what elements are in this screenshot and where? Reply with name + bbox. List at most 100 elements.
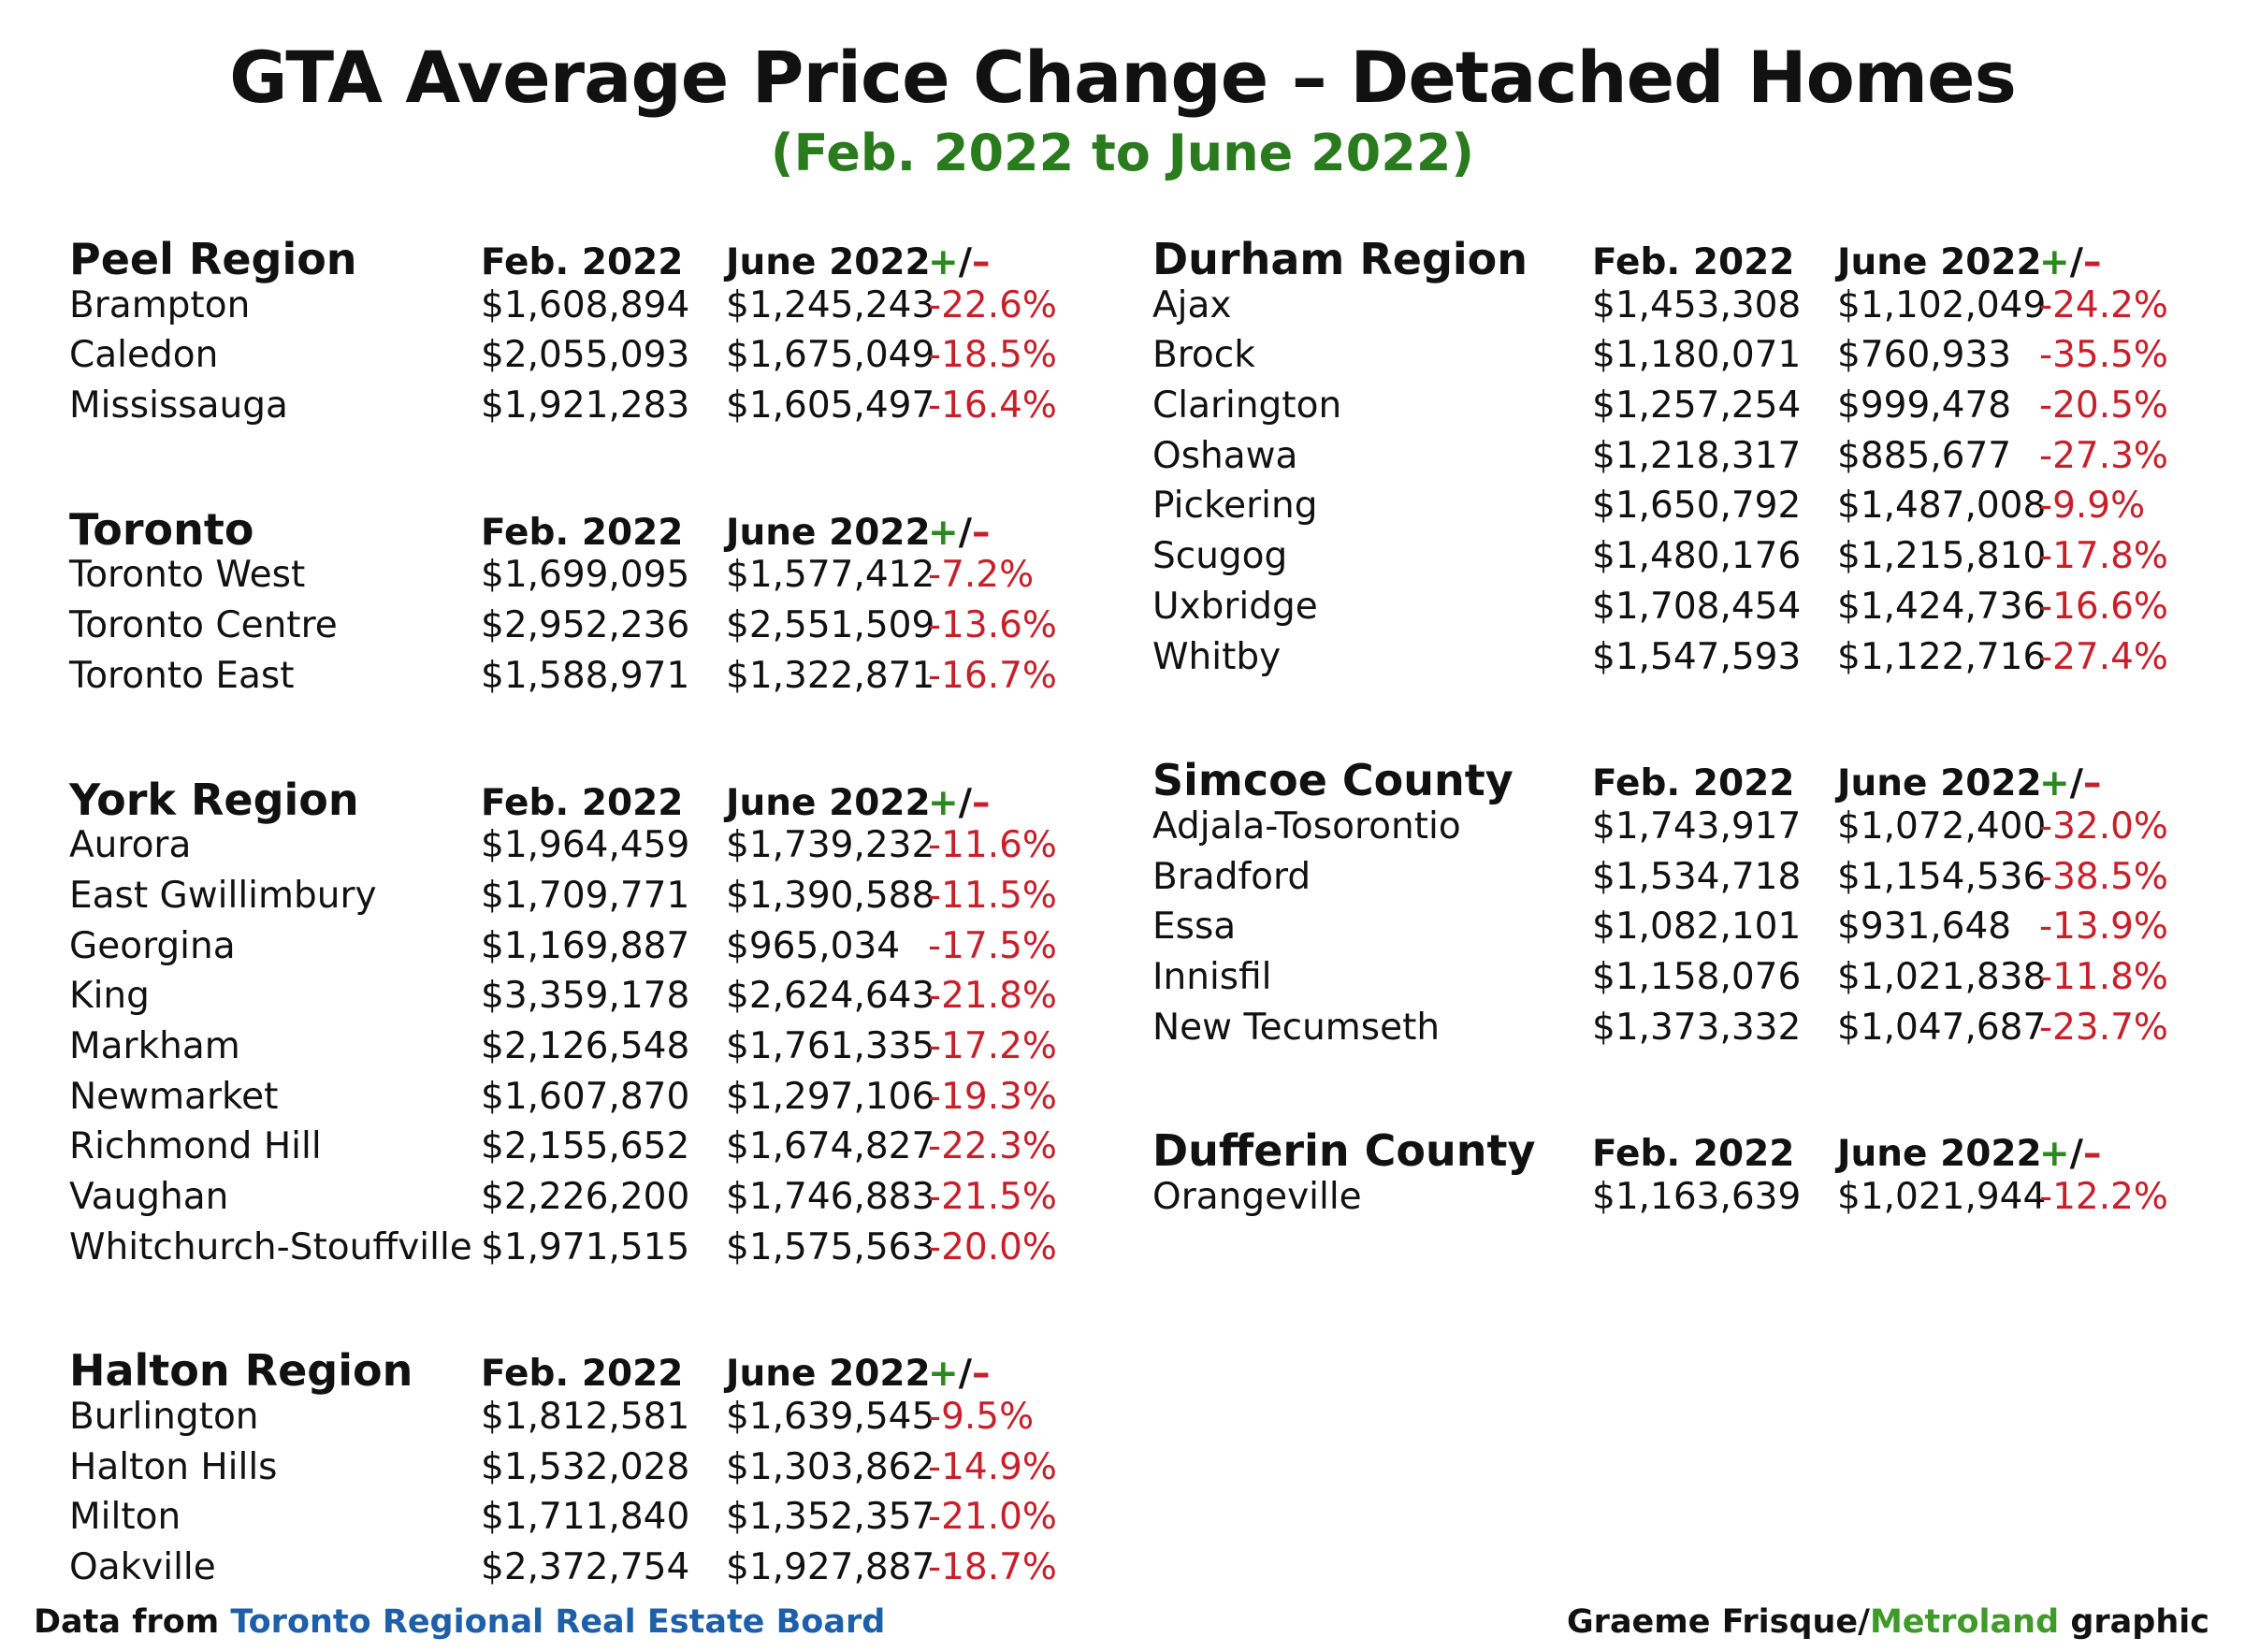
right-column: Durham Region Feb. 2022 June 2022 +/– Ajax $1… <box>1152 234 2180 1226</box>
slash-sign: / <box>958 781 972 824</box>
municipality-name: East Gwillimbury <box>69 874 377 917</box>
feb-price: $2,155,652 <box>481 1125 690 1168</box>
june-price: $760,933 <box>1837 334 2012 377</box>
municipality-name: Toronto West <box>69 554 306 597</box>
feb-price: $1,921,283 <box>481 384 690 427</box>
table-row: Vaughan $2,226,200 $1,746,883 -21.5% <box>69 1176 1068 1226</box>
region-group: Simcoe County Feb. 2022 June 2022 +/– Adjala… <box>1152 755 2180 1056</box>
june-price: $965,034 <box>726 924 901 967</box>
feb-price: $3,359,178 <box>481 975 690 1018</box>
table-row: Uxbridge $1,708,454 $1,424,736 -16.6% <box>1152 586 2180 636</box>
feb-price: $1,180,071 <box>1592 334 1802 377</box>
june-price: $1,322,871 <box>726 654 935 697</box>
municipality-name: New Tecumseth <box>1152 1006 1441 1049</box>
slash-sign: / <box>958 1353 972 1396</box>
brand-name: Metroland <box>1869 1603 2060 1641</box>
slash-sign: / <box>2069 762 2083 805</box>
table-row: Bradford $1,534,718 $1,154,536 -38.5% <box>1152 856 2180 906</box>
table-row: Whitchurch-Stouffville $1,971,515 $1,575,5… <box>69 1226 1068 1277</box>
june-price: $1,047,687 <box>1837 1006 2047 1049</box>
june-price: $1,675,049 <box>726 334 935 377</box>
region-group: York Region Feb. 2022 June 2022 +/– Aurora $1… <box>69 775 1068 1277</box>
plus-sign: + <box>928 781 959 824</box>
plus-sign: + <box>928 511 959 554</box>
region-name: Durham Region <box>1152 234 1528 284</box>
plus-sign: + <box>2039 762 2070 805</box>
feb-price: $1,971,515 <box>481 1225 690 1268</box>
feb-price: $1,453,308 <box>1592 283 1802 326</box>
june-price: $999,478 <box>1837 384 2012 427</box>
table-row: Pickering $1,650,792 $1,487,008 -9.9% <box>1152 485 2180 535</box>
price-change: -19.3% <box>928 1075 1057 1118</box>
feb-price: $1,547,593 <box>1592 635 1802 678</box>
price-change: -12.2% <box>2039 1176 2168 1218</box>
june-price: $1,927,887 <box>726 1546 935 1589</box>
minus-sign: – <box>2082 762 2102 805</box>
municipality-name: Halton Hills <box>69 1445 278 1488</box>
table-row: Newmarket $1,607,870 $1,297,106 -19.3% <box>69 1076 1068 1126</box>
column-header-change: +/– <box>2039 1133 2180 1175</box>
municipality-name: Mississauga <box>69 384 288 427</box>
feb-price: $1,534,718 <box>1592 855 1802 898</box>
left-column: Peel Region Feb. 2022 June 2022 +/– Brampton… <box>69 234 1068 1597</box>
region-header-row: Toronto Feb. 2022 June 2022 +/– <box>69 504 1068 555</box>
price-change: -17.8% <box>2039 535 2168 578</box>
municipality-name: Oakville <box>69 1546 216 1589</box>
column-header-jun: June 2022 <box>1837 241 2042 283</box>
municipality-name: Clarington <box>1152 384 1342 427</box>
column-header-feb: Feb. 2022 <box>481 1353 684 1396</box>
feb-price: $1,082,101 <box>1592 906 1802 949</box>
municipality-name: Whitchurch-Stouffville <box>69 1225 472 1268</box>
region-name: Peel Region <box>69 234 357 284</box>
june-price: $1,352,357 <box>726 1496 935 1539</box>
municipality-name: Burlington <box>69 1396 259 1439</box>
price-change: -21.5% <box>928 1176 1057 1218</box>
column-header-jun: June 2022 <box>726 1353 931 1396</box>
june-price: $1,297,106 <box>726 1075 935 1118</box>
minus-sign: – <box>971 1353 991 1396</box>
price-change: -24.2% <box>2039 283 2168 326</box>
feb-price: $2,952,236 <box>481 604 690 647</box>
price-change: -16.6% <box>2039 585 2168 628</box>
table-row: Mississauga $1,921,283 $1,605,497 -16.4% <box>69 384 1068 435</box>
municipality-name: Brock <box>1152 334 1255 377</box>
feb-price: $1,588,971 <box>481 654 690 697</box>
column-header-jun: June 2022 <box>726 241 931 283</box>
price-change: -13.6% <box>928 604 1057 647</box>
column-header-jun: June 2022 <box>726 781 931 824</box>
municipality-name: Essa <box>1152 906 1237 949</box>
table-row: Burlington $1,812,581 $1,639,545 -9.5% <box>69 1396 1068 1446</box>
table-row: Richmond Hill $2,155,652 $1,674,827 -22.3% <box>69 1125 1068 1176</box>
june-price: $1,154,536 <box>1837 855 2047 898</box>
feb-price: $1,708,454 <box>1592 585 1802 628</box>
municipality-name: King <box>69 975 150 1018</box>
feb-price: $1,743,917 <box>1592 804 1802 848</box>
table-row: Brampton $1,608,894 $1,245,243 -22.6% <box>69 284 1068 335</box>
feb-price: $1,607,870 <box>481 1075 690 1118</box>
municipality-name: Whitby <box>1152 635 1282 678</box>
june-price: $1,303,862 <box>726 1445 935 1488</box>
june-price: $1,674,827 <box>726 1125 935 1168</box>
table-row: Adjala-Tosorontio $1,743,917 $1,072,400 -32… <box>1152 805 2180 856</box>
author-suffix: graphic <box>2059 1603 2209 1641</box>
minus-sign: – <box>2082 241 2102 283</box>
region-header-row: Simcoe County Feb. 2022 June 2022 +/– <box>1152 755 2180 805</box>
column-header-feb: Feb. 2022 <box>481 511 684 554</box>
group-spacer <box>1152 686 2180 755</box>
group-spacer <box>69 1276 1068 1345</box>
column-header-change: +/– <box>928 241 1068 283</box>
table-row: Georgina $1,169,887 $965,034 -17.5% <box>69 925 1068 976</box>
municipality-name: Oshawa <box>1152 434 1298 477</box>
column-header-jun: June 2022 <box>1837 1133 2042 1176</box>
column-header-feb: Feb. 2022 <box>1592 241 1795 283</box>
feb-price: $1,163,639 <box>1592 1176 1802 1218</box>
region-header-row: Dufferin County Feb. 2022 June 2022 +/– <box>1152 1125 2180 1176</box>
june-price: $931,648 <box>1837 906 2012 949</box>
region-name: Toronto <box>69 503 254 555</box>
column-header-change: +/– <box>2039 241 2180 283</box>
source-credit: Data from Toronto Regional Real Estate B… <box>34 1603 885 1641</box>
slash-sign: / <box>2069 1133 2083 1176</box>
region-group: Halton Region Feb. 2022 June 2022 +/– Burlin… <box>69 1345 1068 1596</box>
feb-price: $1,532,028 <box>481 1445 690 1488</box>
june-price: $1,424,736 <box>1837 585 2047 628</box>
